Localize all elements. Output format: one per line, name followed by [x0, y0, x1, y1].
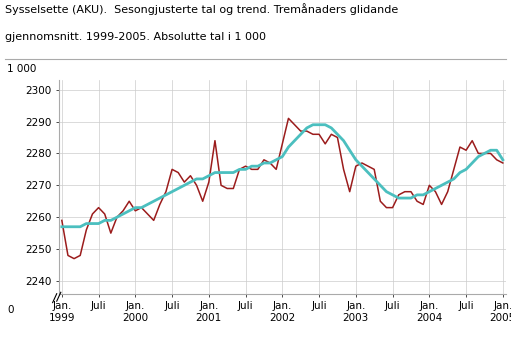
- Text: 0: 0: [7, 305, 14, 315]
- Text: 1 000: 1 000: [7, 64, 37, 74]
- Text: Sysselsette (AKU).  Sesongjusterte tal og trend. Tremånaders glidande: Sysselsette (AKU). Sesongjusterte tal og…: [5, 4, 399, 15]
- Text: gjennomsnitt. 1999-2005. Absolutte tal i 1 000: gjennomsnitt. 1999-2005. Absolutte tal i…: [5, 32, 266, 42]
